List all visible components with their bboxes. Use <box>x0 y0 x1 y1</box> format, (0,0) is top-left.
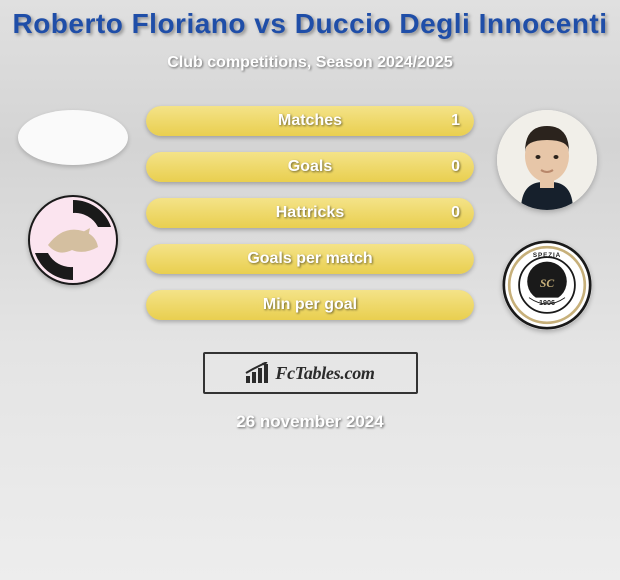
svg-text:1906: 1906 <box>539 298 555 307</box>
stat-row: Hattricks0 <box>146 198 474 228</box>
left-club-badge <box>28 195 118 285</box>
stat-right-value: 0 <box>451 198 460 228</box>
stat-label: Hattricks <box>146 198 474 228</box>
watermark-text: FcTables.com <box>275 363 374 384</box>
stat-label: Min per goal <box>146 290 474 320</box>
stat-label: Goals <box>146 152 474 182</box>
stat-label: Matches <box>146 106 474 136</box>
fctables-watermark: FcTables.com <box>203 352 418 394</box>
right-club-badge: SC 1906 SPEZIA <box>502 240 592 330</box>
left-player-avatar <box>18 110 128 165</box>
comparison-card: Roberto Floriano vs Duccio Degli Innocen… <box>0 0 620 442</box>
player-face-icon <box>497 110 597 210</box>
right-player-avatar <box>497 110 597 210</box>
stat-row: Matches1 <box>146 106 474 136</box>
stat-row: Goals0 <box>146 152 474 182</box>
palermo-badge-icon <box>28 195 118 285</box>
stat-rows: Matches1Goals0Hattricks0Goals per matchM… <box>138 106 482 320</box>
svg-text:SPEZIA: SPEZIA <box>533 252 561 259</box>
spezia-badge-icon: SC 1906 SPEZIA <box>502 235 592 335</box>
svg-text:SC: SC <box>540 277 555 290</box>
comparison-title: Roberto Floriano vs Duccio Degli Innocen… <box>8 8 612 40</box>
stat-right-value: 1 <box>451 106 460 136</box>
right-player-column: SC 1906 SPEZIA <box>482 106 612 330</box>
comparison-body: Matches1Goals0Hattricks0Goals per matchM… <box>8 106 612 330</box>
comparison-date: 26 november 2024 <box>8 412 612 432</box>
left-player-column <box>8 106 138 285</box>
stat-right-value: 0 <box>451 152 460 182</box>
stat-label: Goals per match <box>146 244 474 274</box>
bar-growth-icon <box>245 362 269 384</box>
stat-row: Min per goal <box>146 290 474 320</box>
stat-row: Goals per match <box>146 244 474 274</box>
season-subtitle: Club competitions, Season 2024/2025 <box>8 54 612 72</box>
